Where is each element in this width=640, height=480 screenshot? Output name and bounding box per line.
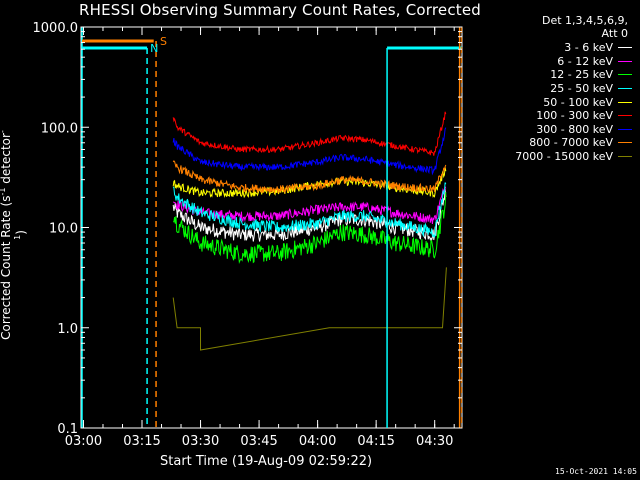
- legend-swatch: [618, 156, 632, 158]
- x-tick-label: 03:15: [123, 434, 160, 449]
- legend-swatch: [618, 88, 632, 90]
- legend-label: 7000 - 15000 keV: [515, 150, 613, 164]
- series-line-8: [172, 160, 447, 194]
- series-line-4: [172, 182, 447, 238]
- y-axis-label-sup1: -1: [0, 187, 7, 196]
- legend-swatch: [618, 128, 632, 130]
- legend-entry: 25 - 50 keV: [515, 82, 632, 96]
- legend-entry: 300 - 800 keV: [515, 123, 632, 137]
- series-line-2: [172, 186, 447, 224]
- legend-entry: 800 - 7000 keV: [515, 136, 632, 150]
- axis-group: 0.1 1.0 10.0 100.0 1000.0 03:00 03:15 03:30 03:4…: [33, 21, 462, 449]
- y-axis-label-main: Corrected Count Rate (s: [0, 195, 13, 340]
- legend-label: 300 - 800 keV: [536, 122, 613, 136]
- y-axis-label: Corrected Count Rate (s-1 detector-1): [0, 130, 28, 340]
- legend: 3 - 6 keV 6 - 12 keV 12 - 25 keV 25 - 50 ke…: [515, 41, 632, 163]
- x-tick-label: 04:30: [416, 434, 453, 449]
- y-tick-label: 100.0: [41, 121, 78, 136]
- y-tick-label: 1.0: [57, 322, 78, 337]
- series-line-3: [173, 192, 447, 265]
- y-tick-label: 0.1: [57, 422, 78, 437]
- x-axis-label: Start Time (19-Aug-09 02:59:22): [160, 454, 373, 469]
- legend-label: 12 - 25 keV: [550, 68, 613, 82]
- legend-label: 50 - 100 keV: [543, 95, 613, 109]
- s-marker-label: S: [160, 35, 167, 48]
- x-tick-label: 03:30: [182, 434, 219, 449]
- legend-swatch: [618, 142, 632, 144]
- timestamp: 15-Oct-2021 14:05: [555, 467, 637, 476]
- legend-label: 25 - 50 keV: [550, 82, 613, 96]
- legend-entry: 50 - 100 keV: [515, 95, 632, 109]
- legend-entry: 100 - 300 keV: [515, 109, 632, 123]
- legend-label: 100 - 300 keV: [536, 109, 613, 123]
- legend-swatch: [618, 101, 632, 103]
- legend-swatch: [618, 60, 632, 62]
- x-tick-label: 04:00: [299, 434, 336, 449]
- series-line-9: [172, 267, 447, 351]
- x-tick-label: 03:45: [240, 434, 277, 449]
- y-tick-label: 10.0: [49, 222, 78, 237]
- series-line-7: [172, 127, 447, 176]
- series-group: [172, 111, 447, 351]
- chart-title: RHESSI Observing Summary Count Rates, Co…: [78, 1, 481, 19]
- x-tick-label: 04:15: [357, 434, 394, 449]
- y-tick-label: 1000.0: [33, 21, 79, 36]
- legend-entry: 3 - 6 keV: [515, 41, 632, 55]
- legend-swatch: [618, 74, 632, 76]
- legend-entry: 7000 - 15000 keV: [515, 150, 632, 164]
- legend-label: 6 - 12 keV: [557, 54, 613, 68]
- n-marker-label: N: [150, 42, 158, 55]
- legend-entry: 6 - 12 keV: [515, 55, 632, 69]
- x-tick-label: 03:00: [65, 434, 102, 449]
- legend-label: 800 - 7000 keV: [529, 136, 613, 150]
- y-axis-label-mid: detector: [0, 133, 13, 188]
- series-line-6: [172, 111, 447, 156]
- legend-swatch: [618, 47, 632, 49]
- detector-info: Det 1,3,4,5,6,9,: [541, 14, 628, 27]
- legend-swatch: [618, 115, 632, 117]
- legend-label: 3 - 6 keV: [564, 41, 613, 55]
- attenuator-info: Att 0: [601, 27, 628, 40]
- y-axis-label-end: ): [14, 230, 28, 235]
- legend-entry: 12 - 25 keV: [515, 68, 632, 82]
